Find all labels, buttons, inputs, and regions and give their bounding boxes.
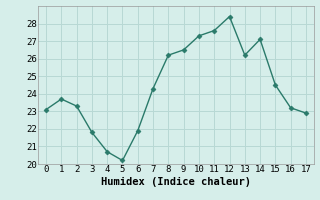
X-axis label: Humidex (Indice chaleur): Humidex (Indice chaleur) bbox=[101, 177, 251, 187]
